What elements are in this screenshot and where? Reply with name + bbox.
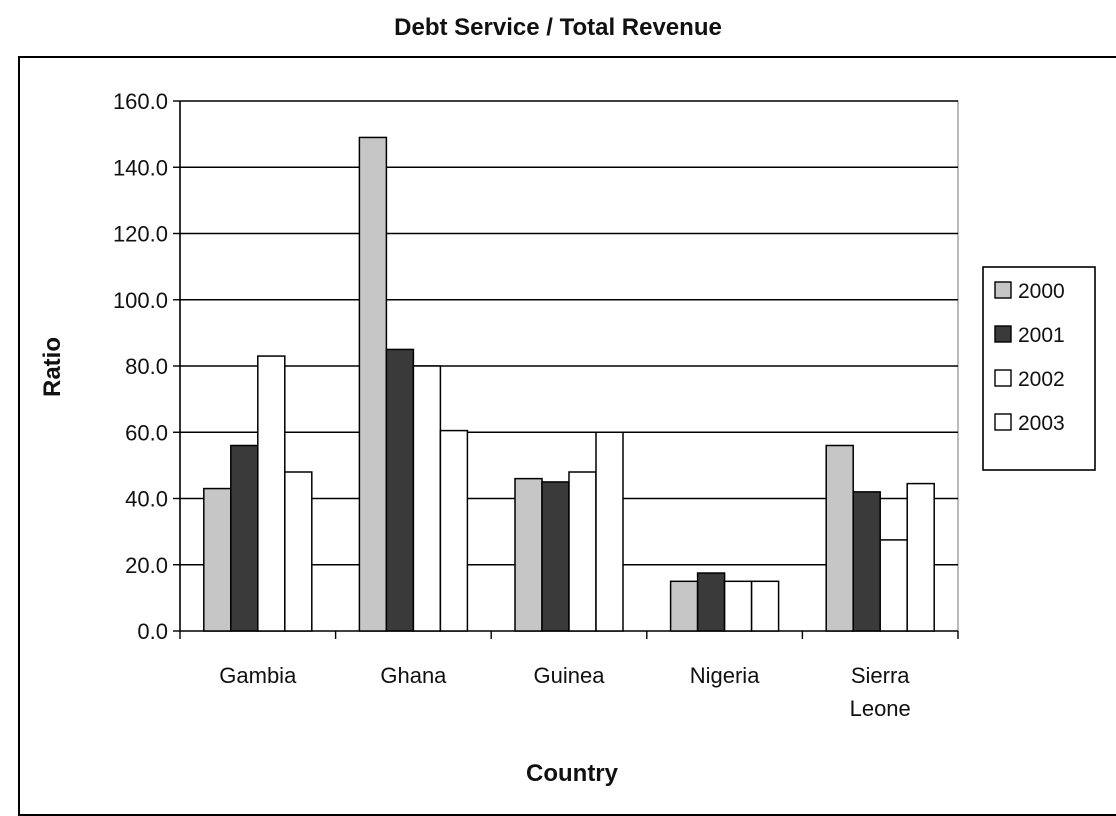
legend-swatch	[994, 413, 1012, 431]
legend-label: 2002	[1018, 368, 1065, 391]
legend-swatch	[994, 325, 1012, 343]
bars	[203, 136, 935, 632]
bar-2001-guinea	[541, 481, 570, 632]
y-tick-label: 80.0	[125, 354, 168, 379]
legend-box	[982, 266, 1096, 471]
bar-2002-sierra-leone	[879, 539, 908, 632]
chart-title: Debt Service / Total Revenue	[394, 14, 722, 41]
y-axis-title: Ratio	[39, 337, 66, 397]
x-tick-label: Nigeria	[690, 663, 760, 688]
bar-2002-gambia	[257, 355, 286, 632]
bar-2003-gambia	[284, 471, 313, 632]
y-tick-label: 40.0	[125, 487, 168, 512]
x-tick-label: Sierra Leone	[850, 663, 911, 721]
bar-2001-ghana	[385, 348, 415, 632]
y-tick-label: 100.0	[113, 288, 168, 313]
bar-2003-ghana	[439, 429, 469, 632]
bar-2001-nigeria	[696, 572, 726, 632]
y-tick-label: 120.0	[113, 222, 168, 247]
y-tick-label: 140.0	[113, 155, 168, 180]
bar-2002-ghana	[412, 365, 442, 632]
bar-2000-nigeria	[669, 580, 699, 632]
x-tick-label: Ghana	[380, 663, 447, 688]
y-tick-label: 20.0	[125, 553, 168, 578]
legend: 2000 2001 2002 2003	[982, 266, 1096, 471]
bar-2000-ghana	[358, 136, 388, 632]
legend-label: 2001	[1018, 324, 1065, 347]
x-tick-label: Guinea	[534, 663, 606, 688]
bar-2002-nigeria	[723, 580, 753, 632]
axis-labels: 0.0 20.0 40.0 60.0 80.0 100.0 120.0 140.0 160.0 G…	[113, 89, 911, 721]
bar-2001-gambia	[230, 444, 259, 632]
x-axis-title: Country	[526, 760, 619, 787]
bar-2000-guinea	[514, 477, 543, 632]
bar-2003-sierra-leone	[906, 482, 935, 632]
legend-swatch	[994, 369, 1012, 387]
bar-2000-gambia	[203, 487, 232, 632]
y-tick-label: 0.0	[137, 619, 168, 644]
bar-2003-nigeria	[750, 580, 780, 632]
x-tick-label: Gambia	[219, 663, 297, 688]
legend-swatch	[994, 281, 1012, 299]
bar-2001-sierra-leone	[852, 491, 881, 632]
y-tick-label: 60.0	[125, 420, 168, 445]
legend-label: 2000	[1018, 280, 1065, 303]
bar-2002-guinea	[568, 471, 597, 632]
bar-2000-sierra-leone	[825, 444, 854, 632]
legend-label: 2003	[1018, 412, 1065, 435]
y-tick-label: 160.0	[113, 89, 168, 114]
bar-2003-guinea	[595, 431, 624, 632]
